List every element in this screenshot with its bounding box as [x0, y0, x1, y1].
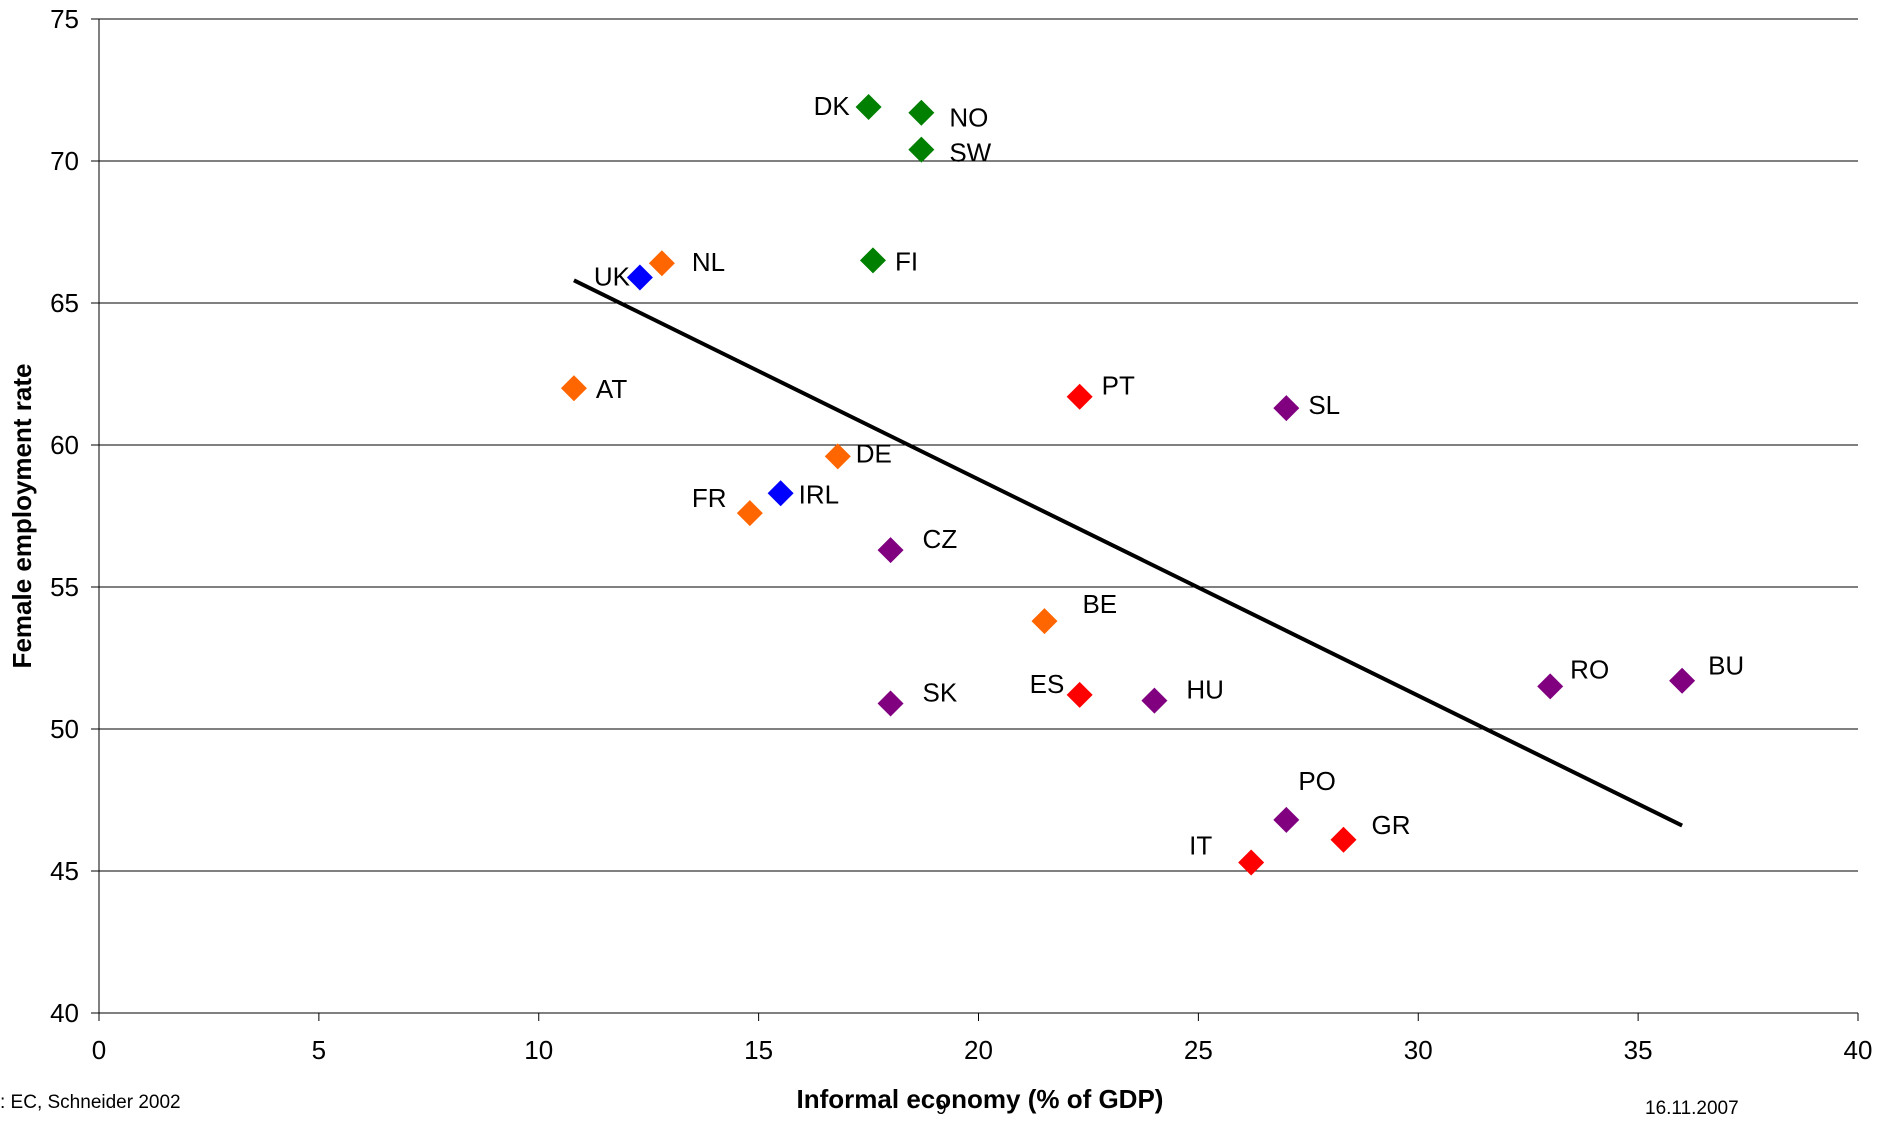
label-gr: GR	[1371, 810, 1410, 840]
x-tick-label: 10	[524, 1035, 553, 1065]
y-tick-label: 75	[50, 4, 79, 34]
marker-es	[1066, 681, 1093, 708]
label-pt: PT	[1102, 371, 1135, 401]
date-stamp: 16.11.2007	[1645, 1098, 1739, 1119]
label-cz: CZ	[923, 524, 958, 554]
x-tick-label: 20	[964, 1035, 993, 1065]
label-po: PO	[1298, 766, 1336, 796]
label-fr: FR	[692, 483, 727, 513]
trendline-group	[573, 278, 1683, 828]
page-number: 9	[936, 1098, 947, 1119]
x-tick-label: 30	[1404, 1035, 1433, 1065]
marker-nl	[648, 250, 675, 277]
marker-pt	[1066, 383, 1093, 410]
label-hu: HU	[1186, 675, 1224, 705]
x-tick-label: 15	[744, 1035, 773, 1065]
x-tick-label: 35	[1624, 1035, 1653, 1065]
marker-fr	[736, 500, 763, 527]
y-tick-label: 60	[50, 430, 79, 460]
data-points	[560, 94, 1696, 876]
label-irl: IRL	[799, 479, 839, 509]
y-axis-title: Female employment rate	[7, 364, 37, 669]
y-tick-label: 55	[50, 572, 79, 602]
x-tick-label: 5	[312, 1035, 326, 1065]
y-tick-label: 70	[50, 146, 79, 176]
marker-hu	[1141, 687, 1168, 714]
marker-it	[1238, 849, 1265, 876]
marker-fi	[859, 247, 886, 274]
label-sk: SK	[923, 677, 958, 707]
label-be: BE	[1082, 589, 1117, 619]
marker-sl	[1273, 395, 1300, 422]
y-tick-labels: 40 45 50 55 60 65 70 75	[50, 4, 79, 1028]
label-it: IT	[1189, 830, 1212, 860]
marker-no	[908, 99, 935, 126]
label-fi: FI	[895, 246, 918, 276]
label-no: NO	[949, 103, 988, 133]
label-sl: SL	[1308, 390, 1340, 420]
marker-ro	[1537, 673, 1564, 700]
label-bu: BU	[1708, 651, 1744, 681]
marker-uk	[626, 264, 653, 291]
label-at: AT	[596, 374, 627, 404]
marker-sw	[908, 136, 935, 163]
x-tick-label: 0	[92, 1035, 106, 1065]
marker-de	[824, 443, 851, 470]
marker-bu	[1669, 667, 1696, 694]
marker-at	[560, 375, 587, 402]
x-axis-title: Informal economy (% of GDP)	[797, 1084, 1164, 1114]
point-labels: DK NO SW FI NL UK AT DE IRL FR PT SL CZ BE SK ES HU RO BU P…	[594, 91, 1744, 860]
x-tick-label: 25	[1184, 1035, 1213, 1065]
label-dk: DK	[814, 91, 851, 121]
marker-dk	[855, 94, 882, 121]
y-tick-label: 50	[50, 714, 79, 744]
y-tick-label: 45	[50, 856, 79, 886]
label-ro: RO	[1570, 654, 1609, 684]
label-sw: SW	[949, 138, 991, 168]
marker-sk	[877, 690, 904, 717]
label-es: ES	[1030, 669, 1065, 699]
axes	[98, 19, 1858, 1014]
marker-irl	[767, 480, 794, 507]
x-tick-labels: 0 5 10 15 20 25 30 35 40	[92, 1013, 1873, 1065]
label-nl: NL	[692, 247, 725, 277]
gridlines	[91, 18, 1858, 1014]
x-tick-label: 40	[1844, 1035, 1873, 1065]
label-de: DE	[856, 438, 892, 468]
marker-be	[1031, 608, 1058, 635]
marker-gr	[1330, 826, 1357, 853]
marker-cz	[877, 537, 904, 564]
y-tick-label: 65	[50, 288, 79, 318]
marker-po	[1273, 806, 1300, 833]
source-note: : EC, Schneider 2002	[0, 1092, 181, 1113]
y-tick-label: 40	[50, 998, 79, 1028]
label-uk: UK	[594, 261, 631, 291]
trendline	[573, 278, 1683, 828]
